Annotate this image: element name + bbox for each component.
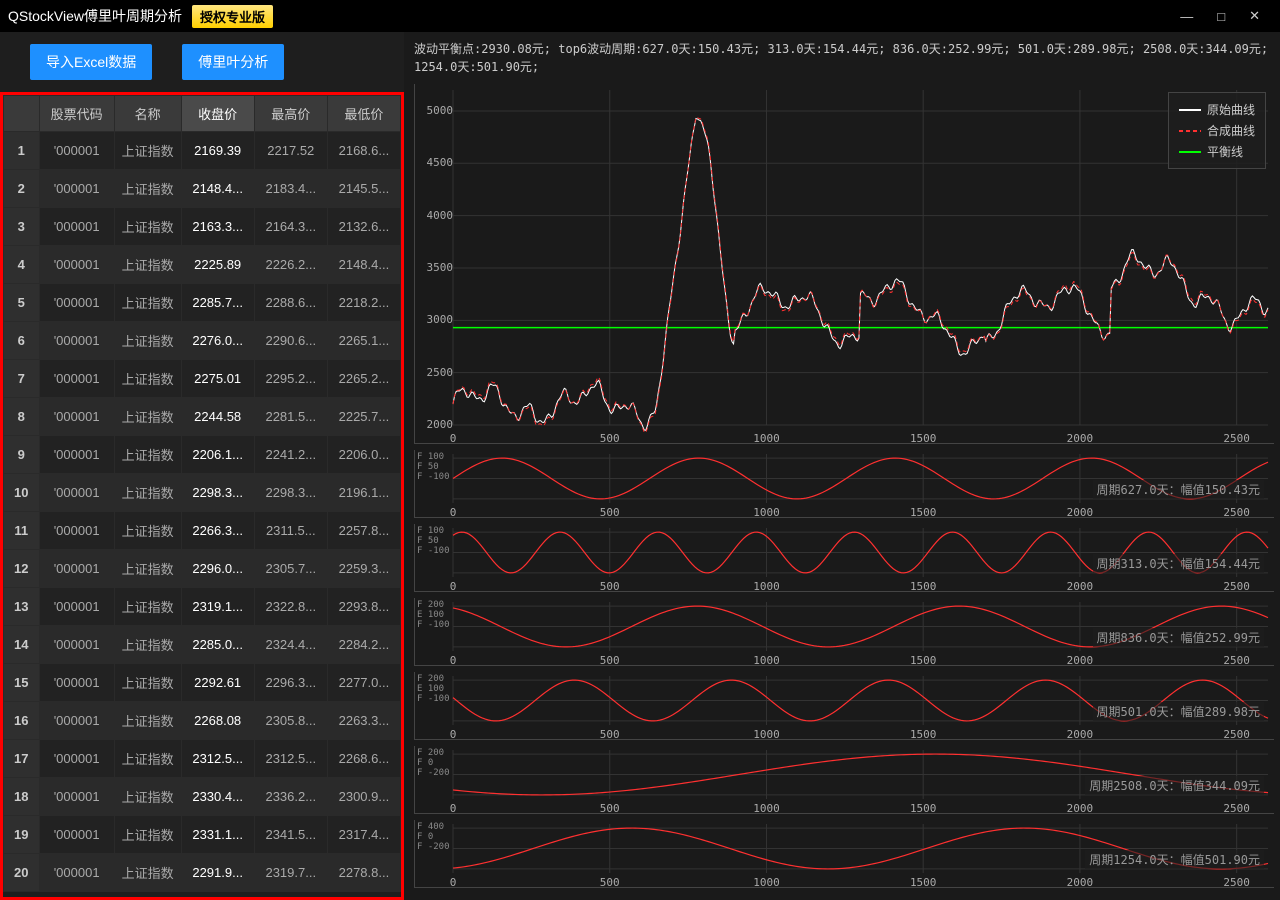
sub-chart[interactable]: 05001000150020002500F 200 E 100 F -100周期… [414, 598, 1274, 666]
col-header[interactable]: 股票代码 [39, 96, 114, 132]
table-row[interactable]: 3'000001上证指数2163.3...2164.3...2132.6... [4, 208, 401, 246]
main-chart[interactable]: 2000250030003500400045005000050010001500… [414, 84, 1274, 444]
sub-chart[interactable]: 05001000150020002500F 100 F 50 F -100周期3… [414, 524, 1274, 592]
table-row[interactable]: 17'000001上证指数2312.5...2312.5...2268.6... [4, 740, 401, 778]
table-row[interactable]: 16'000001上证指数2268.082305.8...2263.3... [4, 702, 401, 740]
table-row[interactable]: 11'000001上证指数2266.3...2311.5...2257.8... [4, 512, 401, 550]
maximize-button[interactable]: □ [1205, 9, 1237, 24]
col-header[interactable]: 最高价 [254, 96, 327, 132]
table-row[interactable]: 10'000001上证指数2298.3...2298.3...2196.1... [4, 474, 401, 512]
table-row[interactable]: 12'000001上证指数2296.0...2305.7...2259.3... [4, 550, 401, 588]
right-panel: 波动平衡点:2930.08元; top6波动周期:627.0天:150.43元;… [404, 32, 1280, 900]
col-header[interactable]: 名称 [114, 96, 181, 132]
table-row[interactable]: 19'000001上证指数2331.1...2341.5...2317.4... [4, 816, 401, 854]
table-row[interactable]: 15'000001上证指数2292.612296.3...2277.0... [4, 664, 401, 702]
sub-chart-label: 周期2508.0天：幅值344.09元 [1085, 776, 1264, 795]
chart-legend: 原始曲线合成曲线平衡线 [1168, 92, 1266, 169]
col-header[interactable]: 最低价 [327, 96, 400, 132]
titlebar: QStockView傅里叶周期分析 授权专业版 — □ ✕ [0, 0, 1280, 32]
license-badge: 授权专业版 [192, 5, 273, 28]
sub-chart-label: 周期501.0天：幅值289.98元 [1093, 702, 1264, 721]
sub-chart-label: 周期313.0天：幅值154.44元 [1093, 554, 1264, 573]
analysis-summary-text: 波动平衡点:2930.08元; top6波动周期:627.0天:150.43元;… [414, 36, 1274, 84]
table-row[interactable]: 14'000001上证指数2285.0...2324.4...2284.2... [4, 626, 401, 664]
table-row[interactable]: 2'000001上证指数2148.4...2183.4...2145.5... [4, 170, 401, 208]
table-row[interactable]: 18'000001上证指数2330.4...2336.2...2300.9... [4, 778, 401, 816]
table-row[interactable]: 5'000001上证指数2285.7...2288.6...2218.2... [4, 284, 401, 322]
data-table-frame: 股票代码名称收盘价最高价最低价 1'000001上证指数2169.392217.… [0, 92, 404, 900]
table-row[interactable]: 1'000001上证指数2169.392217.522168.6... [4, 132, 401, 170]
sub-chart-label: 周期1254.0天：幅值501.90元 [1085, 850, 1264, 869]
app-window: QStockView傅里叶周期分析 授权专业版 — □ ✕ 导入Excel数据 … [0, 0, 1280, 900]
sub-chart[interactable]: 05001000150020002500F 200 F 0 F -200周期25… [414, 746, 1274, 814]
sub-chart[interactable]: 05001000150020002500F 100 F 50 F -100周期6… [414, 450, 1274, 518]
app-title: QStockView傅里叶周期分析 [8, 6, 182, 26]
table-row[interactable]: 7'000001上证指数2275.012295.2...2265.2... [4, 360, 401, 398]
col-header[interactable]: 收盘价 [181, 96, 254, 132]
data-table-scroll[interactable]: 股票代码名称收盘价最高价最低价 1'000001上证指数2169.392217.… [3, 95, 401, 897]
close-button[interactable]: ✕ [1237, 8, 1272, 24]
table-row[interactable]: 6'000001上证指数2276.0...2290.6...2265.1... [4, 322, 401, 360]
sub-chart-label: 周期627.0天：幅值150.43元 [1093, 480, 1264, 499]
sub-chart[interactable]: 05001000150020002500F 400 F 0 F -200周期12… [414, 820, 1274, 888]
table-row[interactable]: 9'000001上证指数2206.1...2241.2...2206.0... [4, 436, 401, 474]
minimize-button[interactable]: — [1168, 9, 1205, 24]
table-row[interactable]: 4'000001上证指数2225.892226.2...2148.4... [4, 246, 401, 284]
sub-chart[interactable]: 05001000150020002500F 200 E 100 F -100周期… [414, 672, 1274, 740]
fourier-analyze-button[interactable]: 傅里叶分析 [182, 44, 284, 80]
table-row[interactable]: 20'000001上证指数2291.9...2319.7...2278.8... [4, 854, 401, 892]
import-excel-button[interactable]: 导入Excel数据 [30, 44, 152, 80]
left-panel: 导入Excel数据 傅里叶分析 股票代码名称收盘价最高价最低价 1'000001… [0, 32, 404, 900]
sub-chart-label: 周期836.0天：幅值252.99元 [1093, 628, 1264, 647]
col-header[interactable] [4, 96, 40, 132]
data-table: 股票代码名称收盘价最高价最低价 1'000001上证指数2169.392217.… [3, 95, 401, 892]
toolbar: 导入Excel数据 傅里叶分析 [0, 32, 404, 92]
table-row[interactable]: 13'000001上证指数2319.1...2322.8...2293.8... [4, 588, 401, 626]
table-row[interactable]: 8'000001上证指数2244.582281.5...2225.7... [4, 398, 401, 436]
